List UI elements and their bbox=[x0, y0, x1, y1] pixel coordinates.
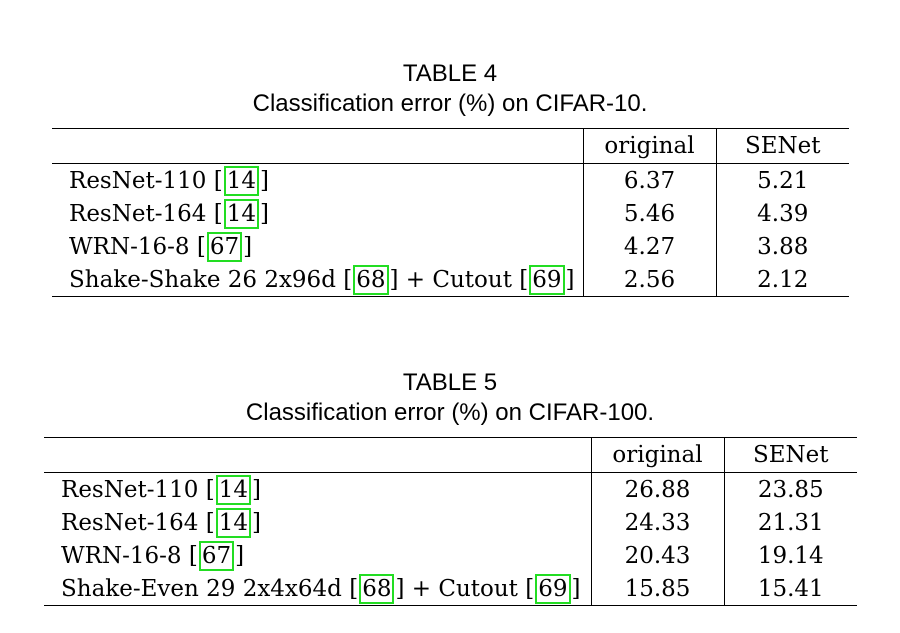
table-row: ResNet-164 [14] 24.33 21.31 bbox=[44, 506, 857, 539]
original-value: 2.56 bbox=[583, 263, 717, 297]
model-cell: ResNet-110 [14] bbox=[44, 472, 592, 506]
header-original: original bbox=[591, 437, 725, 473]
model-cell: ResNet-164 [14] bbox=[52, 197, 584, 230]
header-senet: SENet bbox=[744, 133, 821, 159]
original-value: 20.43 bbox=[591, 539, 725, 572]
senet-value: 23.85 bbox=[757, 476, 824, 503]
table-header-row: original SENet bbox=[44, 437, 857, 473]
table-5-label: TABLE 5 bbox=[402, 369, 498, 396]
senet-value: 15.41 bbox=[757, 575, 824, 602]
table-5-caption: Classification error (%) on CIFAR-100. bbox=[245, 399, 655, 426]
senet-value: 4.39 bbox=[757, 200, 809, 227]
table-4-label: TABLE 4 bbox=[402, 60, 498, 87]
senet-value: 3.88 bbox=[757, 233, 809, 260]
table-header-row: original SENet bbox=[52, 128, 849, 164]
original-value: 6.37 bbox=[583, 163, 717, 197]
senet-value: 2.12 bbox=[757, 266, 809, 293]
model-cell: WRN-16-8 [67] bbox=[52, 230, 584, 263]
header-original: original bbox=[583, 128, 717, 164]
original-value: 24.33 bbox=[591, 506, 725, 539]
table-4: original SENet ResNet-110 [14] 6.37 5.21… bbox=[52, 128, 849, 297]
citation-link[interactable]: 14 bbox=[215, 507, 251, 538]
model-extra: + Cutout bbox=[411, 575, 518, 602]
header-senet: SENet bbox=[752, 442, 829, 468]
table-row: ResNet-110 [14] 6.37 5.21 bbox=[52, 163, 849, 197]
original-value: 15.85 bbox=[591, 572, 725, 606]
citation-link[interactable]: 68 bbox=[353, 264, 389, 295]
model-cell: WRN-16-8 [67] bbox=[44, 539, 592, 572]
table-5: original SENet ResNet-110 [14] 26.88 23.… bbox=[44, 437, 857, 606]
model-name: Shake-Even 29 2x4x64d bbox=[61, 575, 342, 602]
model-cell: ResNet-164 [14] bbox=[44, 506, 592, 539]
original-value: 26.88 bbox=[591, 472, 725, 506]
citation-link[interactable]: 14 bbox=[223, 165, 259, 196]
citation-link[interactable]: 69 bbox=[529, 264, 565, 295]
citation-link[interactable]: 67 bbox=[206, 231, 243, 262]
model-name: WRN-16-8 bbox=[69, 233, 190, 260]
table-row: WRN-16-8 [67] 20.43 19.14 bbox=[44, 539, 857, 572]
model-name: Shake-Shake 26 2x96d bbox=[69, 266, 336, 293]
citation-link[interactable]: 67 bbox=[198, 540, 235, 571]
model-cell: Shake-Shake 26 2x96d [68] + Cutout [69] bbox=[52, 263, 584, 297]
citation-link[interactable]: 14 bbox=[223, 198, 259, 229]
table-row: ResNet-164 [14] 5.46 4.39 bbox=[52, 197, 849, 230]
model-name: ResNet-110 bbox=[69, 167, 207, 194]
senet-value: 5.21 bbox=[757, 167, 809, 194]
model-name: ResNet-164 bbox=[69, 200, 207, 227]
citation-link[interactable]: 68 bbox=[359, 573, 395, 604]
header-model bbox=[44, 437, 592, 473]
citation-link[interactable]: 14 bbox=[215, 474, 251, 505]
model-name: WRN-16-8 bbox=[61, 542, 182, 569]
table-row: WRN-16-8 [67] 4.27 3.88 bbox=[52, 230, 849, 263]
header-model bbox=[52, 128, 584, 164]
model-name: ResNet-164 bbox=[61, 509, 199, 536]
original-value: 4.27 bbox=[583, 230, 717, 263]
senet-value: 19.14 bbox=[757, 542, 824, 569]
original-value: 5.46 bbox=[583, 197, 717, 230]
table-row: Shake-Shake 26 2x96d [68] + Cutout [69] … bbox=[52, 263, 849, 297]
table-row: Shake-Even 29 2x4x64d [68] + Cutout [69]… bbox=[44, 572, 857, 606]
senet-value: 21.31 bbox=[757, 509, 824, 536]
citation-link[interactable]: 69 bbox=[535, 573, 571, 604]
table-4-caption: Classification error (%) on CIFAR-10. bbox=[252, 90, 648, 117]
table-row: ResNet-110 [14] 26.88 23.85 bbox=[44, 472, 857, 506]
model-name: ResNet-110 bbox=[61, 476, 199, 503]
model-cell: ResNet-110 [14] bbox=[52, 163, 584, 197]
model-extra: + Cutout bbox=[405, 266, 512, 293]
model-cell: Shake-Even 29 2x4x64d [68] + Cutout [69] bbox=[44, 572, 592, 606]
